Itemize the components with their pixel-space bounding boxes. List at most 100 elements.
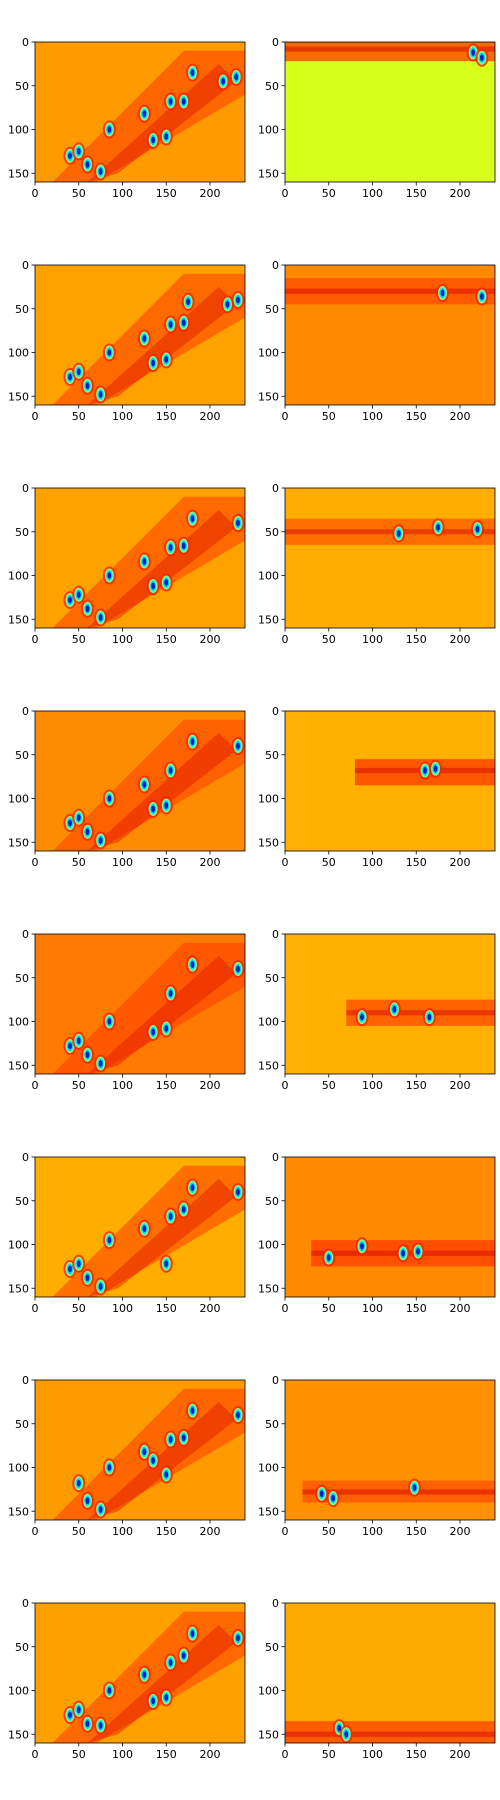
y-tick-label: 150: [258, 390, 279, 403]
axes-frame: [34, 1379, 246, 1521]
x-tick-label: 200: [200, 410, 221, 423]
heatmap-panel-r2-right: 0 50 100 150 200 0 50 100 150: [258, 259, 496, 423]
x-tick-label: 50: [72, 1748, 86, 1761]
hotspot-blob: [72, 1474, 86, 1493]
x-tick-label: 200: [200, 633, 221, 646]
hotspot-blob: [81, 155, 94, 174]
hotspot-blob: [94, 831, 108, 850]
x-tick-label: 0: [32, 1302, 39, 1315]
y-tick-label: 0: [272, 705, 279, 718]
x-tick-label: 50: [322, 1748, 336, 1761]
hotspot-blob: [72, 585, 86, 604]
y-tick-label: 100: [8, 1462, 29, 1475]
y-tick-label: 150: [8, 390, 29, 403]
hotspot-blob: [396, 1244, 410, 1263]
hotspot-blob: [81, 1268, 94, 1287]
y-tick-label: 100: [258, 1685, 279, 1698]
y-tick-label: 50: [15, 526, 29, 539]
hotspot-blob: [102, 1012, 116, 1031]
y-tick-label: 150: [258, 1728, 279, 1741]
hotspot-blob: [216, 72, 230, 91]
x-tick-label: 100: [362, 633, 383, 646]
x-tick-label: 200: [450, 1525, 471, 1538]
x-tick-label: 50: [322, 1525, 336, 1538]
axes-frame: [34, 41, 246, 183]
x-tick-label: 50: [72, 410, 86, 423]
hotspot-blob: [436, 284, 449, 302]
x-tick-label: 100: [362, 1748, 383, 1761]
y-tick-label: 100: [8, 1016, 29, 1029]
x-tick-label: 150: [156, 1302, 177, 1315]
hotspot-blob: [164, 1430, 178, 1449]
x-tick-label: 0: [282, 1302, 289, 1315]
y-tick-label: 150: [258, 1059, 279, 1072]
y-tick-label: 50: [15, 972, 29, 985]
hotspot-blob: [72, 1700, 86, 1719]
hotspot-blob: [137, 104, 151, 123]
hotspot-blob: [72, 808, 86, 827]
hotspot-blob: [164, 1653, 178, 1672]
hotspot-blob: [231, 1183, 245, 1201]
hotspot-blob: [231, 960, 245, 978]
x-tick-label: 50: [72, 1079, 86, 1092]
hotspot-blob: [102, 120, 116, 139]
x-tick-label: 0: [32, 187, 39, 200]
y-tick-label: 150: [258, 1282, 279, 1295]
y-tick-label: 0: [272, 1374, 279, 1387]
y-tick-label: 50: [15, 1418, 29, 1431]
hotspot-blob: [177, 313, 191, 332]
x-tick-label: 100: [112, 1748, 133, 1761]
x-tick-label: 0: [32, 856, 39, 869]
x-tick-label: 100: [362, 856, 383, 869]
heatmap-background: [285, 1157, 495, 1297]
heatmap-panel-r5-right: 0 50 100 150 200 0 50 100 150: [258, 928, 496, 1092]
hotspot-blob: [326, 1489, 340, 1508]
hotspot-blob: [418, 761, 432, 780]
hotspot-blob: [164, 761, 178, 780]
hotspot-blob: [146, 1692, 160, 1710]
heatmap-panel-r8-right: 0 50 100 150 200 0 50 100 150: [258, 1597, 496, 1761]
x-tick-label: 100: [362, 1079, 383, 1092]
hotspot-blob: [231, 291, 245, 309]
hotspot-blob: [81, 822, 94, 841]
horizontal-band: [302, 1480, 495, 1503]
x-tick-label: 0: [32, 410, 39, 423]
horizontal-band: [285, 518, 495, 545]
hotspot-blob: [81, 599, 94, 618]
heatmap-panel-r5-left: 0 50 100 150 200 0 50 100 150: [8, 928, 246, 1092]
horizontal-band-core: [285, 288, 495, 294]
x-tick-label: 200: [450, 1302, 471, 1315]
horizontal-band-core: [302, 1489, 495, 1495]
x-tick-label: 150: [156, 633, 177, 646]
hotspot-blob: [339, 1725, 353, 1743]
axes-frame: [284, 710, 496, 852]
x-tick-label: 0: [282, 633, 289, 646]
hotspot-blob: [181, 292, 195, 311]
x-tick-label: 150: [156, 410, 177, 423]
y-tick-label: 0: [22, 1597, 29, 1610]
diagonal-ridge: [52, 942, 245, 1074]
x-tick-label: 0: [32, 633, 39, 646]
hotspot-blob: [94, 1277, 108, 1296]
hotspot-blob: [159, 1688, 173, 1707]
hotspot-blob: [81, 376, 94, 395]
y-tick-label: 100: [258, 1462, 279, 1475]
hotspot-blob: [186, 955, 199, 974]
hotspot-blob: [231, 1406, 245, 1424]
x-tick-label: 0: [32, 1748, 39, 1761]
hotspot-blob: [159, 350, 173, 369]
hotspot-blob: [164, 1207, 178, 1226]
y-tick-label: 50: [15, 1195, 29, 1208]
y-tick-label: 100: [258, 570, 279, 583]
x-tick-label: 200: [450, 187, 471, 200]
x-tick-label: 50: [322, 633, 336, 646]
x-tick-label: 50: [322, 187, 336, 200]
heatmap-panel-r7-left: 0 50 100 150 200 0 50 100 150: [8, 1374, 246, 1538]
heatmap-panel-r1-right: 0 50 100 150 200 0 50 100 150: [258, 36, 496, 200]
hotspot-blob: [72, 142, 86, 161]
y-tick-label: 100: [258, 1016, 279, 1029]
x-tick-label: 200: [450, 633, 471, 646]
x-tick-label: 150: [406, 410, 427, 423]
hotspot-blob: [146, 354, 160, 372]
